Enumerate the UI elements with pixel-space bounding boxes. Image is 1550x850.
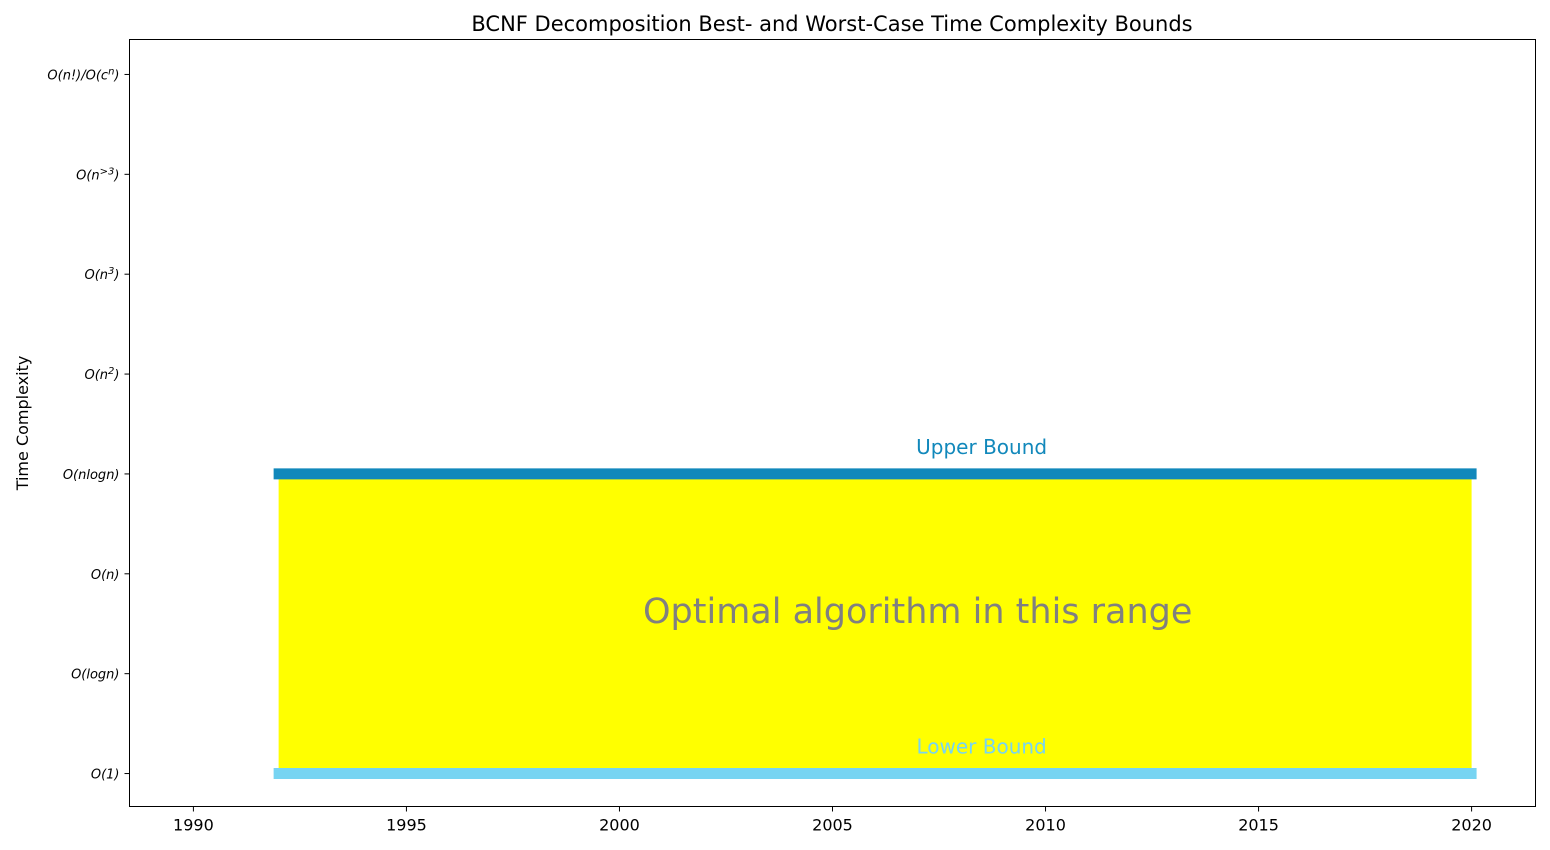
x-tick-label-2010: 2010 [1025, 816, 1066, 835]
y-tick-label-4: O(n2) [85, 366, 120, 383]
y-tick-label-1: O(logn) [71, 668, 119, 683]
x-tick-label-2005: 2005 [812, 816, 853, 835]
range-fill [278, 473, 1472, 774]
y-tick-label-0: O(1) [91, 768, 120, 783]
y-tick-label-3: O(nlogn) [63, 468, 120, 483]
x-tick-label-1995: 1995 [386, 816, 427, 835]
lower-bound-annotation: Lower Bound [916, 735, 1046, 759]
y-tick-label-6: O(n>3) [76, 166, 119, 183]
x-tick-label-2015: 2015 [1238, 816, 1279, 835]
chart-title: BCNF Decomposition Best- and Worst-Case … [471, 12, 1192, 36]
y-tick-label-7: O(n!)/O(cn) [47, 66, 119, 83]
range-annotation: Optimal algorithm in this range [643, 592, 1192, 632]
x-tick-label-2020: 2020 [1451, 816, 1492, 835]
plot-area: Upper Bound Lower Bound Optimal algorithm … [273, 435, 1477, 780]
y-tick-label-5: O(n3) [85, 266, 120, 283]
y-axis-label: Time Complexity [13, 356, 32, 492]
upper-bound-annotation: Upper Bound [916, 435, 1047, 459]
y-tick-label-2: O(n) [91, 568, 120, 583]
x-tick-label-2000: 2000 [599, 816, 640, 835]
x-tick-label-1990: 1990 [173, 816, 214, 835]
